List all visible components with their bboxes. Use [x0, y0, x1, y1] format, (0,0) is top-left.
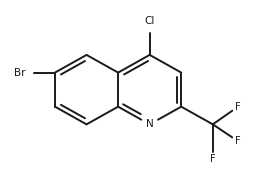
Text: N: N — [146, 119, 154, 129]
Text: Br: Br — [14, 68, 25, 78]
Text: F: F — [235, 136, 241, 146]
Text: Cl: Cl — [144, 16, 155, 26]
Text: F: F — [235, 102, 241, 112]
Text: F: F — [210, 154, 216, 164]
